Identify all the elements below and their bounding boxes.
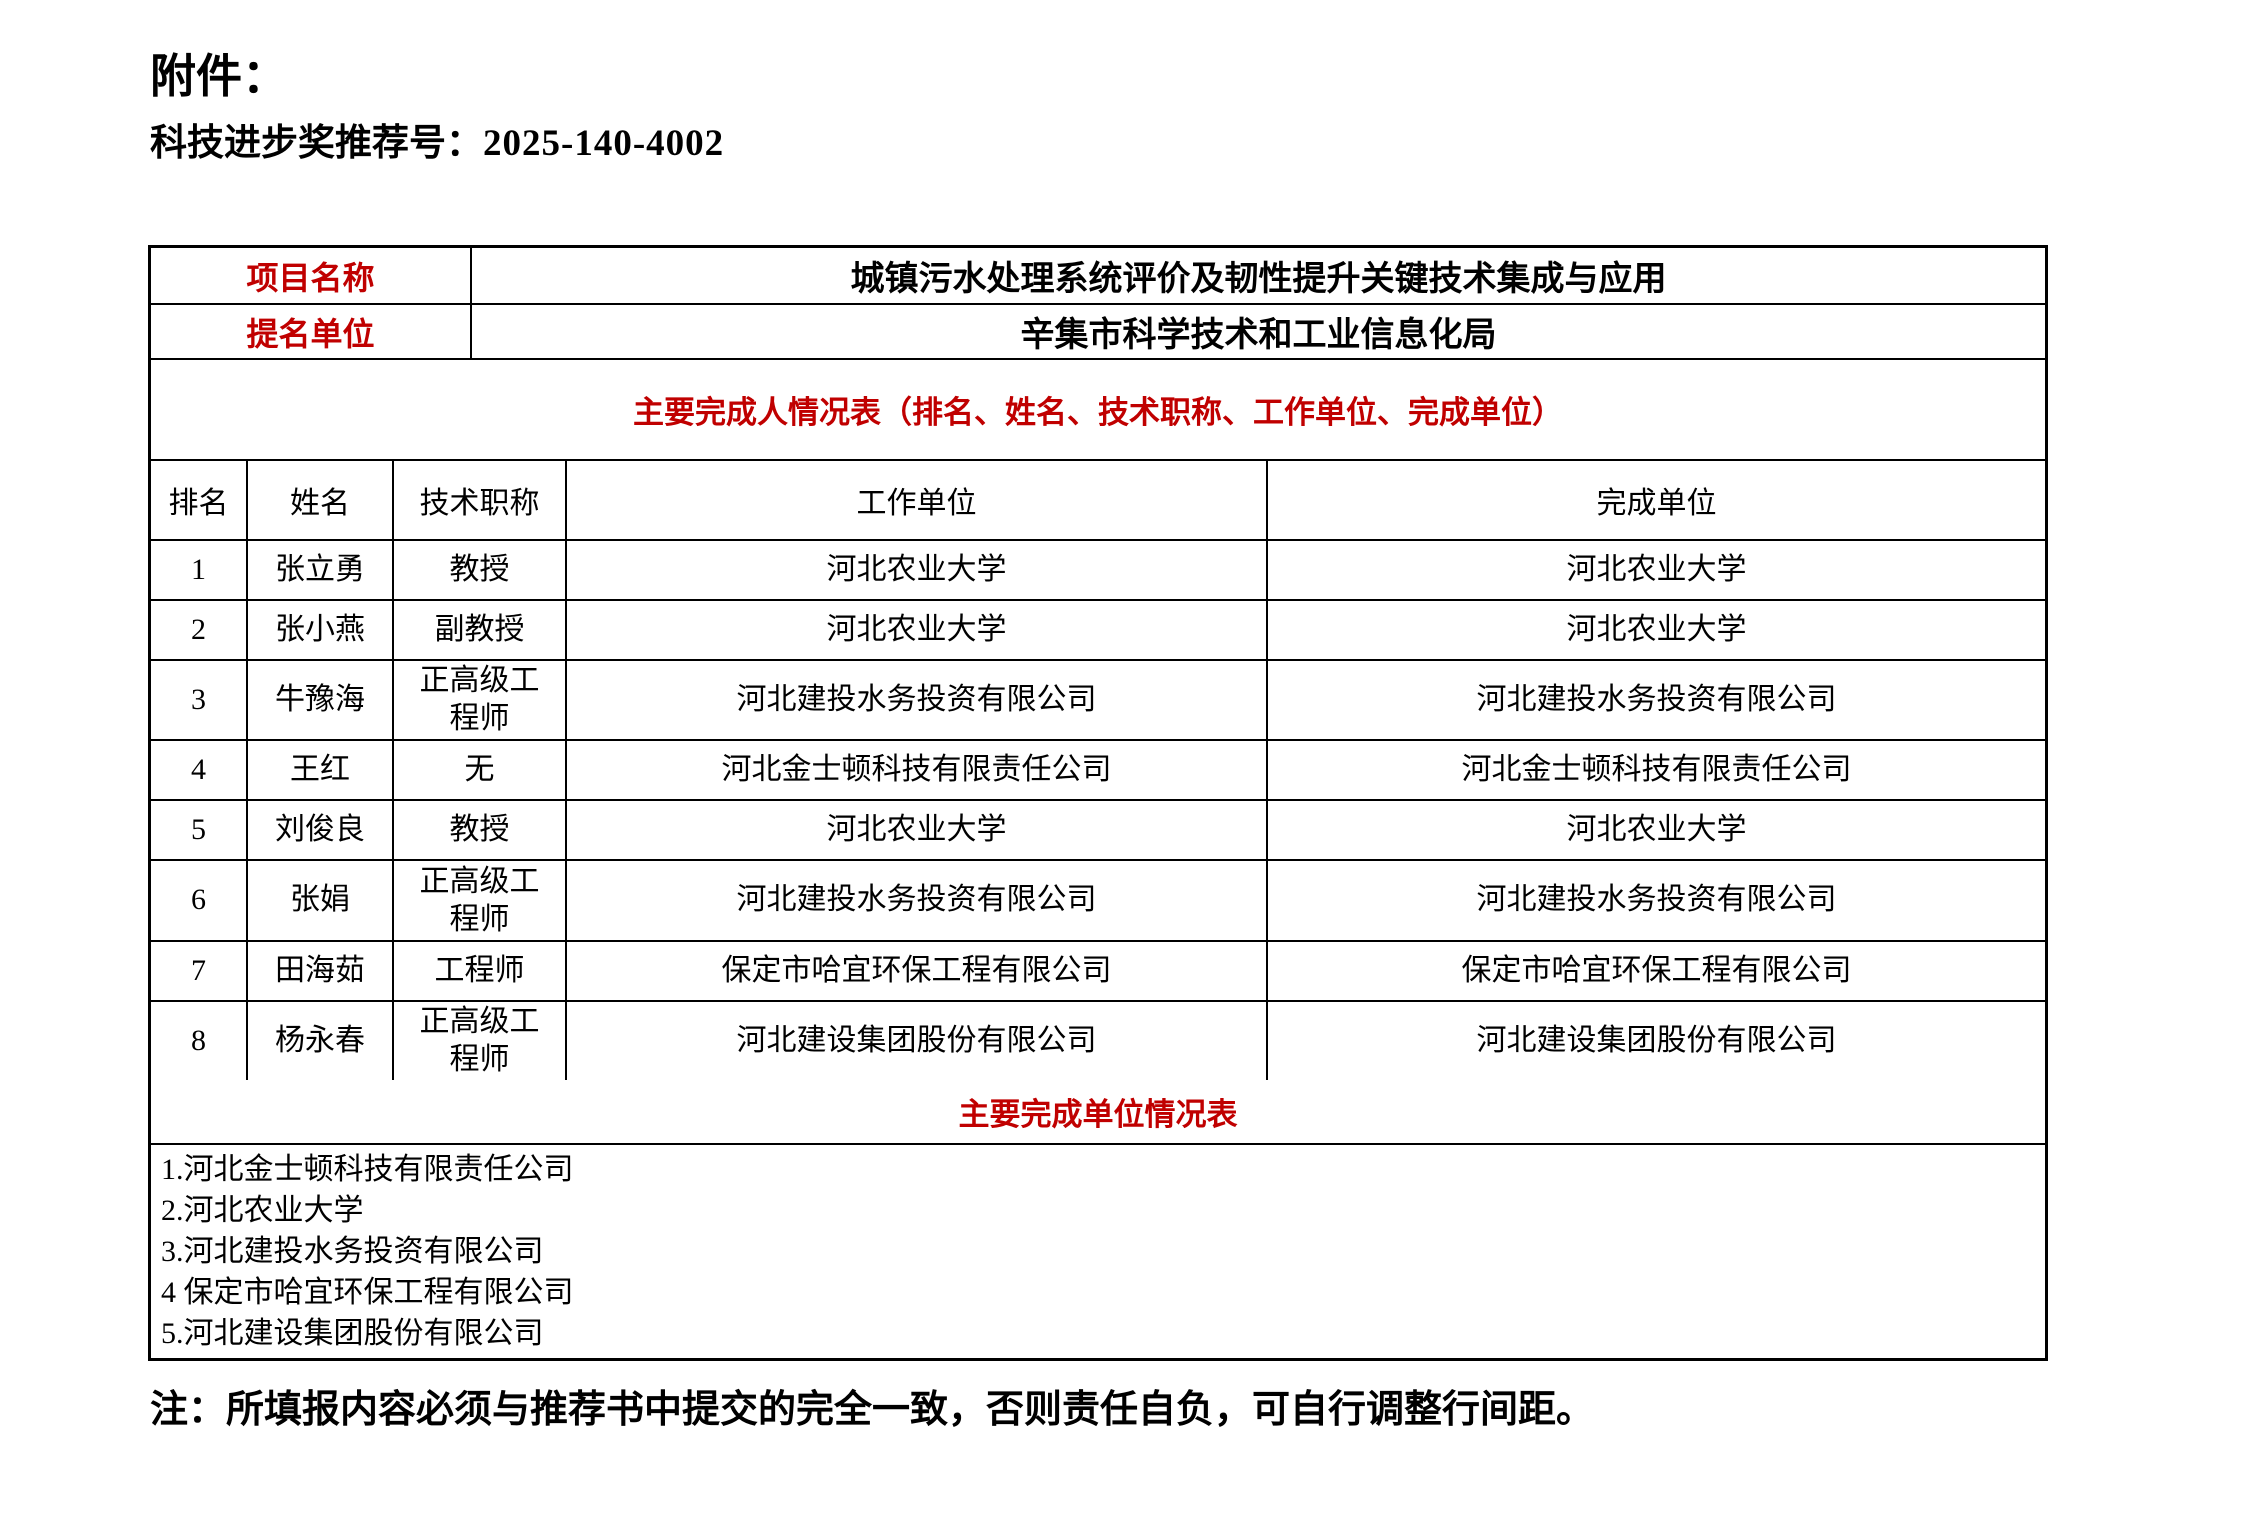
completion-unit-cell: 河北农业大学 [1566, 813, 1747, 847]
work-unit-cell: 河北农业大学 [567, 541, 1268, 599]
table-row: 7 田海茹 工程师 保定市哈宜环保工程有限公司 保定市哈宜环保工程有限公司 [151, 939, 2045, 1000]
project-name-label: 项目名称 [151, 248, 472, 303]
rank-cell: 6 [151, 861, 248, 940]
unit-list-item: 5.河北建设集团股份有限公司 [161, 1316, 544, 1350]
nominating-unit-row: 提名单位 辛集市科学技术和工业信息化局 [151, 303, 2045, 358]
table-row: 5 刘俊良 教授 河北农业大学 河北农业大学 [151, 799, 2045, 860]
title-cell: 教授 [394, 541, 567, 599]
title-cell: 无 [394, 741, 567, 800]
name-cell: 刘俊良 [248, 801, 394, 860]
person-table-title: 主要完成人情况表（排名、姓名、技术职称、工作单位、完成单位） [633, 395, 1563, 430]
unit-table-title-row: 主要完成单位情况表 [151, 1080, 2045, 1143]
main-table: 项目名称 城镇污水处理系统评价及韧性提升关键技术集成与应用 提名单位 辛集市科学… [148, 245, 2048, 1361]
header-title: 技术职称 [394, 461, 567, 539]
title-cell: 副教授 [394, 601, 567, 659]
unit-list-item: 1.河北金士顿科技有限责任公司 [161, 1152, 574, 1186]
table-row: 3 牛豫海 正高级工程师 河北建投水务投资有限公司 河北建投水务投资有限公司 [151, 659, 2045, 740]
work-unit-cell: 保定市哈宜环保工程有限公司 [567, 941, 1268, 1000]
completion-unit-cell: 保定市哈宜环保工程有限公司 [1461, 953, 1852, 987]
nominating-unit-value: 辛集市科学技术和工业信息化局 [1020, 317, 1497, 354]
name-cell: 王红 [248, 741, 394, 800]
header-work-unit: 工作单位 [567, 461, 1268, 539]
name-cell: 张立勇 [248, 541, 394, 599]
table-row: 6 张娟 正高级工程师 河北建投水务投资有限公司 河北建投水务投资有限公司 [151, 859, 2045, 940]
name-cell: 牛豫海 [248, 661, 394, 740]
rank-cell: 2 [151, 601, 248, 659]
work-unit-cell: 河北建设集团股份有限公司 [567, 1001, 1268, 1080]
completion-unit-cell: 河北农业大学 [1566, 613, 1747, 646]
unit-list: 1.河北金士顿科技有限责任公司 2.河北农业大学 3.河北建投水务投资有限公司 4 保… [151, 1145, 2045, 1358]
completion-unit-cell: 河北建投水务投资有限公司 [1476, 883, 1837, 917]
rank-cell: 8 [151, 1001, 248, 1080]
rank-cell: 7 [151, 941, 248, 1000]
attachment-heading: 附件： [150, 51, 288, 102]
completion-unit-cell: 河北建设集团股份有限公司 [1476, 1023, 1837, 1057]
table-row: 2 张小燕 副教授 河北农业大学 河北农业大学 [151, 599, 2045, 659]
footer-note: 注：所填报内容必须与推荐书中提交的完全一致，否则责任自负，可自行调整行间距。 [150, 1389, 1595, 1431]
title-cell: 工程师 [394, 941, 567, 1000]
title-cell: 正高级工程师 [394, 861, 567, 940]
person-table-header-row: 排名 姓名 技术职称 工作单位 完成单位 [151, 459, 2045, 539]
title-cell: 正高级工程师 [394, 1001, 567, 1080]
table-row: 8 杨永春 正高级工程师 河北建设集团股份有限公司 河北建设集团股份有限公司 [151, 999, 2045, 1080]
header-name: 姓名 [248, 461, 394, 539]
work-unit-cell: 河北建投水务投资有限公司 [567, 861, 1268, 940]
unit-list-item: 2.河北农业大学 [161, 1193, 364, 1227]
rank-cell: 5 [151, 801, 248, 860]
rank-cell: 4 [151, 741, 248, 800]
recommendation-number: 2025-140-4002 [483, 123, 725, 164]
recommendation-number-line: 科技进步奖推荐号：2025-140-4002 [150, 123, 725, 165]
rank-cell: 3 [151, 661, 248, 740]
work-unit-cell: 河北金士顿科技有限责任公司 [567, 741, 1268, 800]
work-unit-cell: 河北农业大学 [567, 801, 1268, 860]
table-row: 4 王红 无 河北金士顿科技有限责任公司 河北金士顿科技有限责任公司 [151, 739, 2045, 800]
rank-cell: 1 [151, 541, 248, 599]
completion-unit-cell: 河北建投水务投资有限公司 [1476, 683, 1837, 717]
name-cell: 张娟 [248, 861, 394, 940]
completion-unit-cell: 河北农业大学 [1566, 553, 1747, 586]
recommendation-label: 科技进步奖推荐号： [150, 123, 483, 164]
name-cell: 张小燕 [248, 601, 394, 659]
title-cell: 正高级工程师 [394, 661, 567, 740]
completion-unit-cell: 河北金士顿科技有限责任公司 [1461, 753, 1852, 787]
unit-list-row: 1.河北金士顿科技有限责任公司 2.河北农业大学 3.河北建投水务投资有限公司 4 保… [151, 1142, 2045, 1358]
title-cell: 教授 [394, 801, 567, 860]
name-cell: 田海茹 [248, 941, 394, 1000]
unit-list-item: 4 保定市哈宜环保工程有限公司 [161, 1275, 574, 1309]
header-completion-unit: 完成单位 [1596, 487, 1717, 520]
project-name-value: 城镇污水处理系统评价及韧性提升关键技术集成与应用 [850, 261, 1667, 298]
work-unit-cell: 河北建投水务投资有限公司 [567, 661, 1268, 740]
name-cell: 杨永春 [248, 1001, 394, 1080]
header-rank: 排名 [151, 461, 248, 539]
unit-list-item: 3.河北建投水务投资有限公司 [161, 1234, 544, 1268]
project-name-row: 项目名称 城镇污水处理系统评价及韧性提升关键技术集成与应用 [151, 248, 2045, 303]
person-table-title-row: 主要完成人情况表（排名、姓名、技术职称、工作单位、完成单位） [151, 358, 2045, 459]
table-row: 1 张立勇 教授 河北农业大学 河北农业大学 [151, 539, 2045, 599]
work-unit-cell: 河北农业大学 [567, 601, 1268, 659]
unit-table-title: 主要完成单位情况表 [958, 1096, 1238, 1132]
nominating-unit-label: 提名单位 [151, 305, 472, 358]
